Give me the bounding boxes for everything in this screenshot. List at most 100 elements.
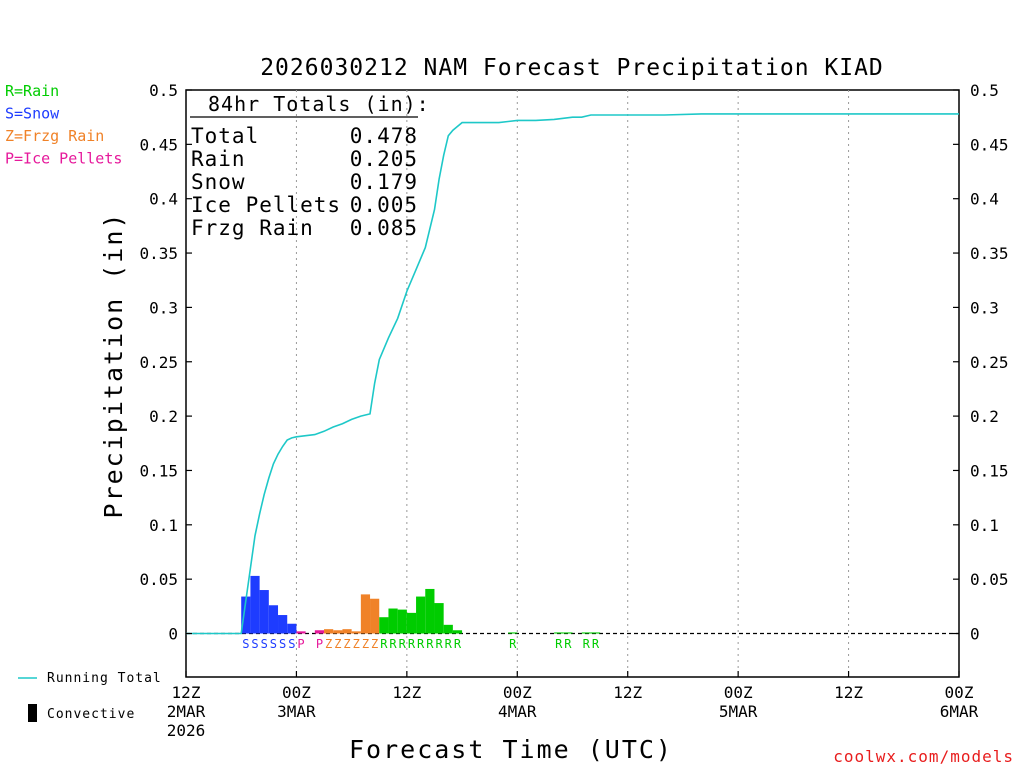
totals-value-2: 0.179 (350, 170, 418, 194)
ytick-left-label-8: 0.1 (149, 516, 178, 535)
gridlines (295, 90, 850, 677)
ytick-left-label-4: 0.3 (149, 298, 178, 317)
xtick-label-0-0: 12Z (172, 683, 201, 702)
bar-series (241, 575, 601, 634)
ytick-right-label-10: 0 (970, 625, 980, 644)
ptype-label-25: R (564, 637, 572, 651)
ptype-label-17: R (408, 637, 416, 651)
totals-box: 84hr Totals (in): Total 0.478 Rain 0.205 Sno… (190, 92, 430, 240)
bar-27 (590, 632, 601, 634)
xtick-label-4-0: 12Z (613, 683, 642, 702)
type-legend-item-1: S=Snow (5, 105, 60, 123)
chart-title: 2026030212 NAM Forecast Precipitation KI… (260, 55, 884, 81)
ptype-label-4: S (279, 637, 286, 651)
totals-header: 84hr Totals (in): (208, 92, 430, 116)
ptype-label-9: Z (334, 637, 341, 651)
bar-16 (397, 609, 407, 634)
ytick-right-label-0: 0.5 (970, 81, 999, 100)
totals-label-3: Ice Pellets (191, 193, 341, 217)
convective-legend-label: Convective (47, 707, 135, 722)
ptype-label-8: Z (325, 637, 332, 651)
bar-24 (554, 632, 564, 634)
ptype-label-7: P (316, 637, 323, 651)
credit-text: coolwx.com/models (833, 747, 1014, 766)
type-legend-item-3: P=Ice Pellets (5, 150, 122, 168)
ytick-right-label-3: 0.35 (970, 244, 1009, 263)
ytick-left-label-10: 0 (168, 625, 178, 644)
ytick-right-label-8: 0.1 (970, 516, 999, 535)
ptype-label-27: R (592, 637, 600, 651)
bar-0 (241, 596, 251, 634)
x-axis-label: Forecast Time (UTC) (349, 735, 673, 764)
totals-label-1: Rain (191, 147, 246, 171)
ptype-label-14: R (380, 637, 388, 651)
y-axis-left: 0.5 0.45 0.4 0.35 0.3 0.25 0.2 0.15 0.1 0.05 0 (139, 81, 192, 644)
ytick-left-label-3: 0.35 (139, 244, 178, 263)
totals-rows: Total 0.478 Rain 0.205 Snow 0.179 Ice Pellets 0… (191, 124, 418, 240)
bar-10 (342, 629, 352, 634)
ptype-label-23: R (509, 637, 517, 651)
ytick-right-label-7: 0.15 (970, 461, 1009, 480)
bar-23 (508, 632, 518, 634)
ptype-label-13: Z (371, 637, 378, 651)
bar-20 (434, 603, 444, 634)
bar-17 (406, 612, 417, 634)
bar-15 (388, 608, 398, 634)
ptype-label-11: Z (353, 637, 360, 651)
ytick-left-label-0: 0.5 (149, 81, 178, 100)
ytick-left-label-2: 0.4 (149, 190, 178, 209)
ytick-left-label-6: 0.2 (149, 407, 178, 426)
xtick-label-7-0: 00Z (945, 683, 974, 702)
bar-7 (314, 630, 325, 634)
ytick-right-label-4: 0.3 (970, 298, 999, 317)
ptype-label-5: S (288, 637, 295, 651)
ptype-label-0: S (242, 637, 249, 651)
ptype-label-12: Z (362, 637, 369, 651)
ptype-label-6: P (297, 637, 304, 651)
convective-swatch (28, 704, 37, 722)
ptype-label-15: R (389, 637, 397, 651)
xtick-label-1-1: 3MAR (277, 702, 316, 721)
xtick-label-0-2: 2026 (167, 721, 206, 740)
ptype-label-2: S (261, 637, 268, 651)
bar-1 (250, 575, 260, 634)
bar-19 (425, 588, 435, 634)
bar-6 (296, 631, 306, 634)
xtick-label-0-1: 2MAR (167, 702, 206, 721)
type-legend-item-2: Z=Frzg Rain (5, 127, 104, 145)
ytick-left-label-1: 0.45 (139, 135, 178, 154)
ptype-label-10: Z (343, 637, 350, 651)
ptype-label-3: S (270, 637, 277, 651)
bar-26 (581, 632, 591, 634)
ytick-left-label-7: 0.15 (139, 461, 178, 480)
bar-3 (268, 605, 279, 634)
plot-frame (185, 89, 960, 678)
y-axis-right: 0.5 0.45 0.4 0.35 0.3 0.25 0.2 0.15 0.1 0.05 0 (953, 81, 1009, 644)
ptype-label-22: R (454, 637, 462, 651)
ptype-label-18: R (417, 637, 425, 651)
xtick-label-3-1: 4MAR (498, 702, 537, 721)
xtick-label-6-0: 12Z (834, 683, 863, 702)
bar-14 (379, 617, 389, 634)
bar-13 (370, 598, 380, 634)
totals-label-0: Total (191, 124, 259, 148)
bar-2 (259, 590, 269, 634)
ytick-right-label-6: 0.2 (970, 407, 999, 426)
bar-8 (324, 629, 334, 634)
ptype-label-1: S (251, 637, 258, 651)
xtick-label-3-0: 00Z (503, 683, 532, 702)
ytick-right-label-5: 0.25 (970, 353, 1009, 372)
totals-value-1: 0.205 (350, 147, 418, 171)
bar-22 (452, 630, 463, 634)
y-axis-label: Precipitation (in) (99, 212, 128, 519)
ptype-label-19: R (426, 637, 434, 651)
xtick-label-5-0: 00Z (724, 683, 753, 702)
bar-5 (287, 623, 297, 634)
bar-21 (443, 624, 453, 634)
ptype-label-20: R (435, 637, 443, 651)
bar-18 (416, 596, 426, 634)
totals-value-3: 0.005 (350, 193, 418, 217)
ptype-label-26: R (583, 637, 591, 651)
